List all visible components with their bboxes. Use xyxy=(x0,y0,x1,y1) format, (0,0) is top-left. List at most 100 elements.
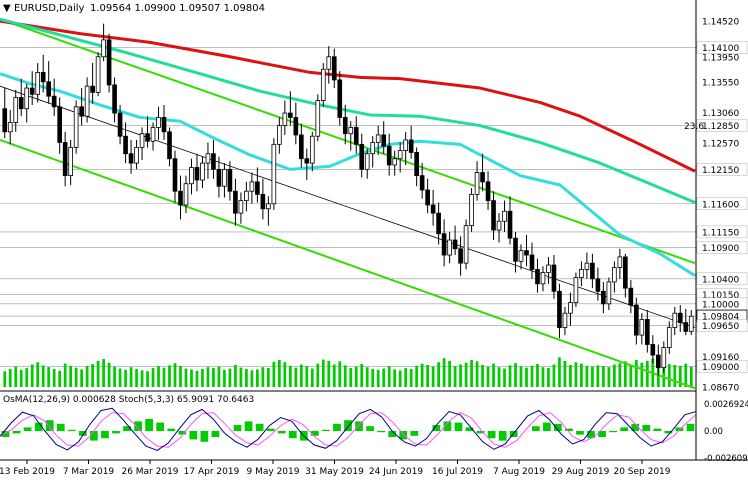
osma-bar xyxy=(388,431,397,437)
osma-bar xyxy=(90,431,98,441)
candle-body xyxy=(595,278,601,292)
candle-body xyxy=(101,39,106,58)
candle-body xyxy=(29,87,35,95)
candle-body xyxy=(452,239,458,250)
candle-body xyxy=(408,139,414,153)
price-level-box xyxy=(696,241,748,254)
candle-body xyxy=(491,200,496,231)
price-tick-label: 1.12150 xyxy=(702,166,739,176)
osma-bar xyxy=(112,431,120,434)
price-tick-label: 1.08670 xyxy=(702,384,739,394)
candle-body xyxy=(320,68,326,101)
candle-body xyxy=(117,112,123,137)
osma-bar xyxy=(686,423,695,431)
candle-body xyxy=(249,181,255,192)
osma-bar xyxy=(598,431,606,437)
candle-body xyxy=(579,269,584,278)
candle-body xyxy=(353,127,359,145)
osma-bar xyxy=(443,421,452,431)
candle-body xyxy=(216,168,222,187)
candle-body xyxy=(430,204,436,214)
candle-body xyxy=(474,172,480,195)
candle-body xyxy=(288,112,293,118)
candle-body xyxy=(688,315,694,332)
osma-bar xyxy=(531,426,540,431)
price-tick-label: 1.12570 xyxy=(702,140,739,150)
osma-bar xyxy=(167,428,176,431)
candle-body xyxy=(271,143,277,205)
candle-body xyxy=(381,134,387,147)
candle-body xyxy=(298,134,304,160)
candle-body xyxy=(375,134,381,143)
osma-bar xyxy=(244,421,253,431)
osma-bar xyxy=(620,427,629,431)
osma-bar xyxy=(642,425,651,431)
osma-bar xyxy=(399,431,408,440)
candle-body xyxy=(139,133,145,148)
price-tick-label: 1.10900 xyxy=(702,244,739,254)
candle-body xyxy=(134,147,139,164)
candle-body xyxy=(447,239,452,256)
candle-body xyxy=(277,125,282,145)
osma-bar xyxy=(189,431,198,440)
candle-body xyxy=(540,272,546,285)
candle-body xyxy=(568,302,573,314)
osma-bar xyxy=(56,423,65,431)
price-tick-label: 1.13550 xyxy=(702,78,739,88)
candle-body xyxy=(496,220,502,231)
candle-body xyxy=(255,181,260,195)
candle-body xyxy=(425,189,430,206)
candle-body xyxy=(590,262,595,280)
candle-body xyxy=(172,158,178,192)
candle-body xyxy=(666,327,672,348)
candle-body xyxy=(683,322,689,332)
time-tick-label: 31 May 2019 xyxy=(305,467,364,477)
osma-bar xyxy=(255,423,264,431)
candle-body xyxy=(40,72,46,83)
time-tick-label: 17 Apr 2019 xyxy=(184,467,240,477)
osma-bar xyxy=(277,431,286,434)
candle-body xyxy=(79,106,84,117)
candle-body xyxy=(606,281,612,305)
channel-upper-line xyxy=(0,18,696,265)
osma-bar xyxy=(366,426,374,431)
time-tick-label: 26 Mar 2019 xyxy=(121,467,178,477)
osma-bar xyxy=(410,431,419,436)
candle-body xyxy=(128,153,134,164)
candle-body xyxy=(205,153,211,164)
fib-level-label: 23.6 xyxy=(684,122,704,132)
candle-body xyxy=(364,153,370,170)
time-tick-label: 24 Jun 2019 xyxy=(369,467,423,477)
candle-body xyxy=(145,133,150,142)
osma-bar xyxy=(101,431,109,439)
osma-bar xyxy=(45,420,54,431)
candle-body xyxy=(57,106,62,143)
candle-body xyxy=(650,344,656,356)
candle-body xyxy=(573,277,579,303)
candle-body xyxy=(644,319,650,345)
candle-body xyxy=(386,145,392,166)
candle-body xyxy=(469,193,474,227)
candle-body xyxy=(222,168,227,187)
osma-bar xyxy=(587,431,595,439)
candle-body xyxy=(51,95,57,108)
candle-body xyxy=(73,106,79,148)
osma-bar xyxy=(487,431,496,439)
price-tick-label: 1.10400 xyxy=(702,275,739,285)
osma-bar xyxy=(78,431,87,436)
candle-body xyxy=(18,97,24,110)
candle-body xyxy=(227,168,233,192)
osma-bar xyxy=(476,431,485,434)
candle-body xyxy=(535,269,540,285)
candle-body xyxy=(183,183,189,206)
chart-ohlc: 1.09564 1.09900 1.09507 1.09804 xyxy=(90,3,265,14)
osma-bar xyxy=(653,428,662,431)
osma-bar xyxy=(266,428,275,431)
oscillator-panel: 0.0026924 0.00 -0.0026093 xyxy=(0,400,748,464)
price-level-box xyxy=(696,163,748,176)
candle-body xyxy=(293,117,299,136)
osma-bar xyxy=(675,427,684,431)
candle-body xyxy=(524,250,529,256)
price-tick-label: 1.10150 xyxy=(702,291,739,301)
